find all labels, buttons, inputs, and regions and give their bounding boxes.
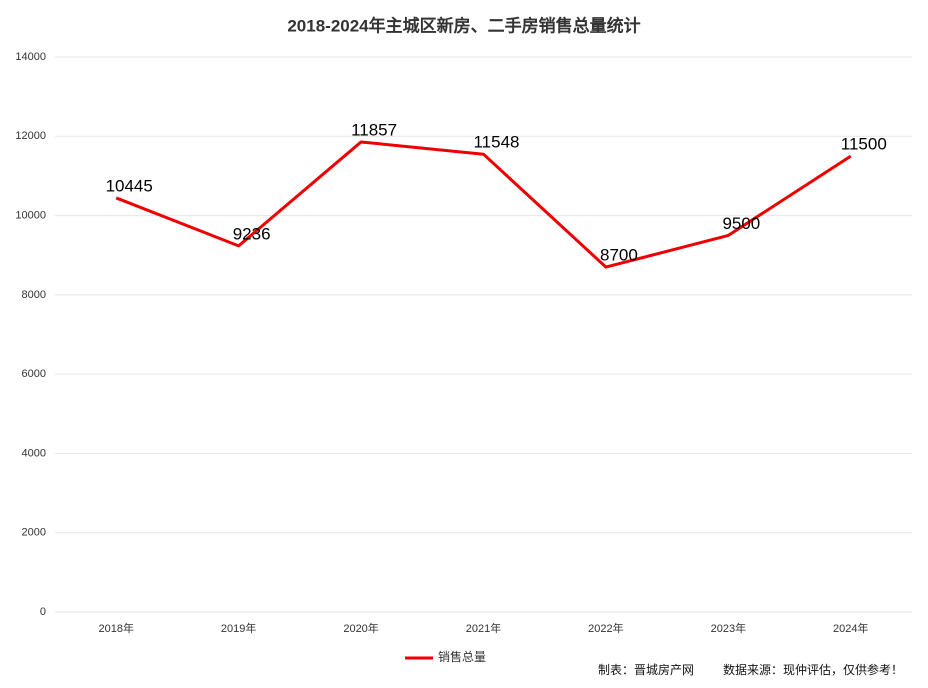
x-tick-label: 2018年 <box>98 621 133 635</box>
data-label: 9500 <box>722 214 760 233</box>
chart-title: 2018-2024年主城区新房、二手房销售总量统计 <box>287 15 640 35</box>
y-tick-label: 0 <box>40 606 46 618</box>
data-label: 9236 <box>233 224 271 243</box>
x-tick-label: 2022年 <box>588 621 623 635</box>
y-tick-label: 6000 <box>22 368 46 380</box>
data-label: 11500 <box>841 135 887 154</box>
x-tick-label: 2021年 <box>466 621 501 635</box>
data-label: 11548 <box>473 133 519 152</box>
y-tick-label: 10000 <box>15 209 46 221</box>
data-label: 8700 <box>600 246 638 265</box>
data-label: 10445 <box>106 176 153 195</box>
y-tick-label: 12000 <box>15 130 46 142</box>
y-tick-label: 8000 <box>22 289 46 301</box>
y-tick-label: 2000 <box>22 527 46 539</box>
x-tick-label: 2020年 <box>343 621 378 635</box>
line <box>115 140 852 269</box>
footer-made-by: 制表：晋城房产网 <box>598 662 694 677</box>
x-tick-label: 2019年 <box>221 621 256 635</box>
legend-label: 销售总量 <box>438 649 486 664</box>
footer-source: 数据来源：现仲评估，仅供参考！ <box>723 662 903 677</box>
y-tick-label: 4000 <box>22 447 46 459</box>
data-label: 11857 <box>351 120 397 139</box>
y-tick-label: 14000 <box>15 51 46 63</box>
x-tick-label: 2024年 <box>833 621 868 635</box>
x-tick-label: 2023年 <box>711 621 746 635</box>
